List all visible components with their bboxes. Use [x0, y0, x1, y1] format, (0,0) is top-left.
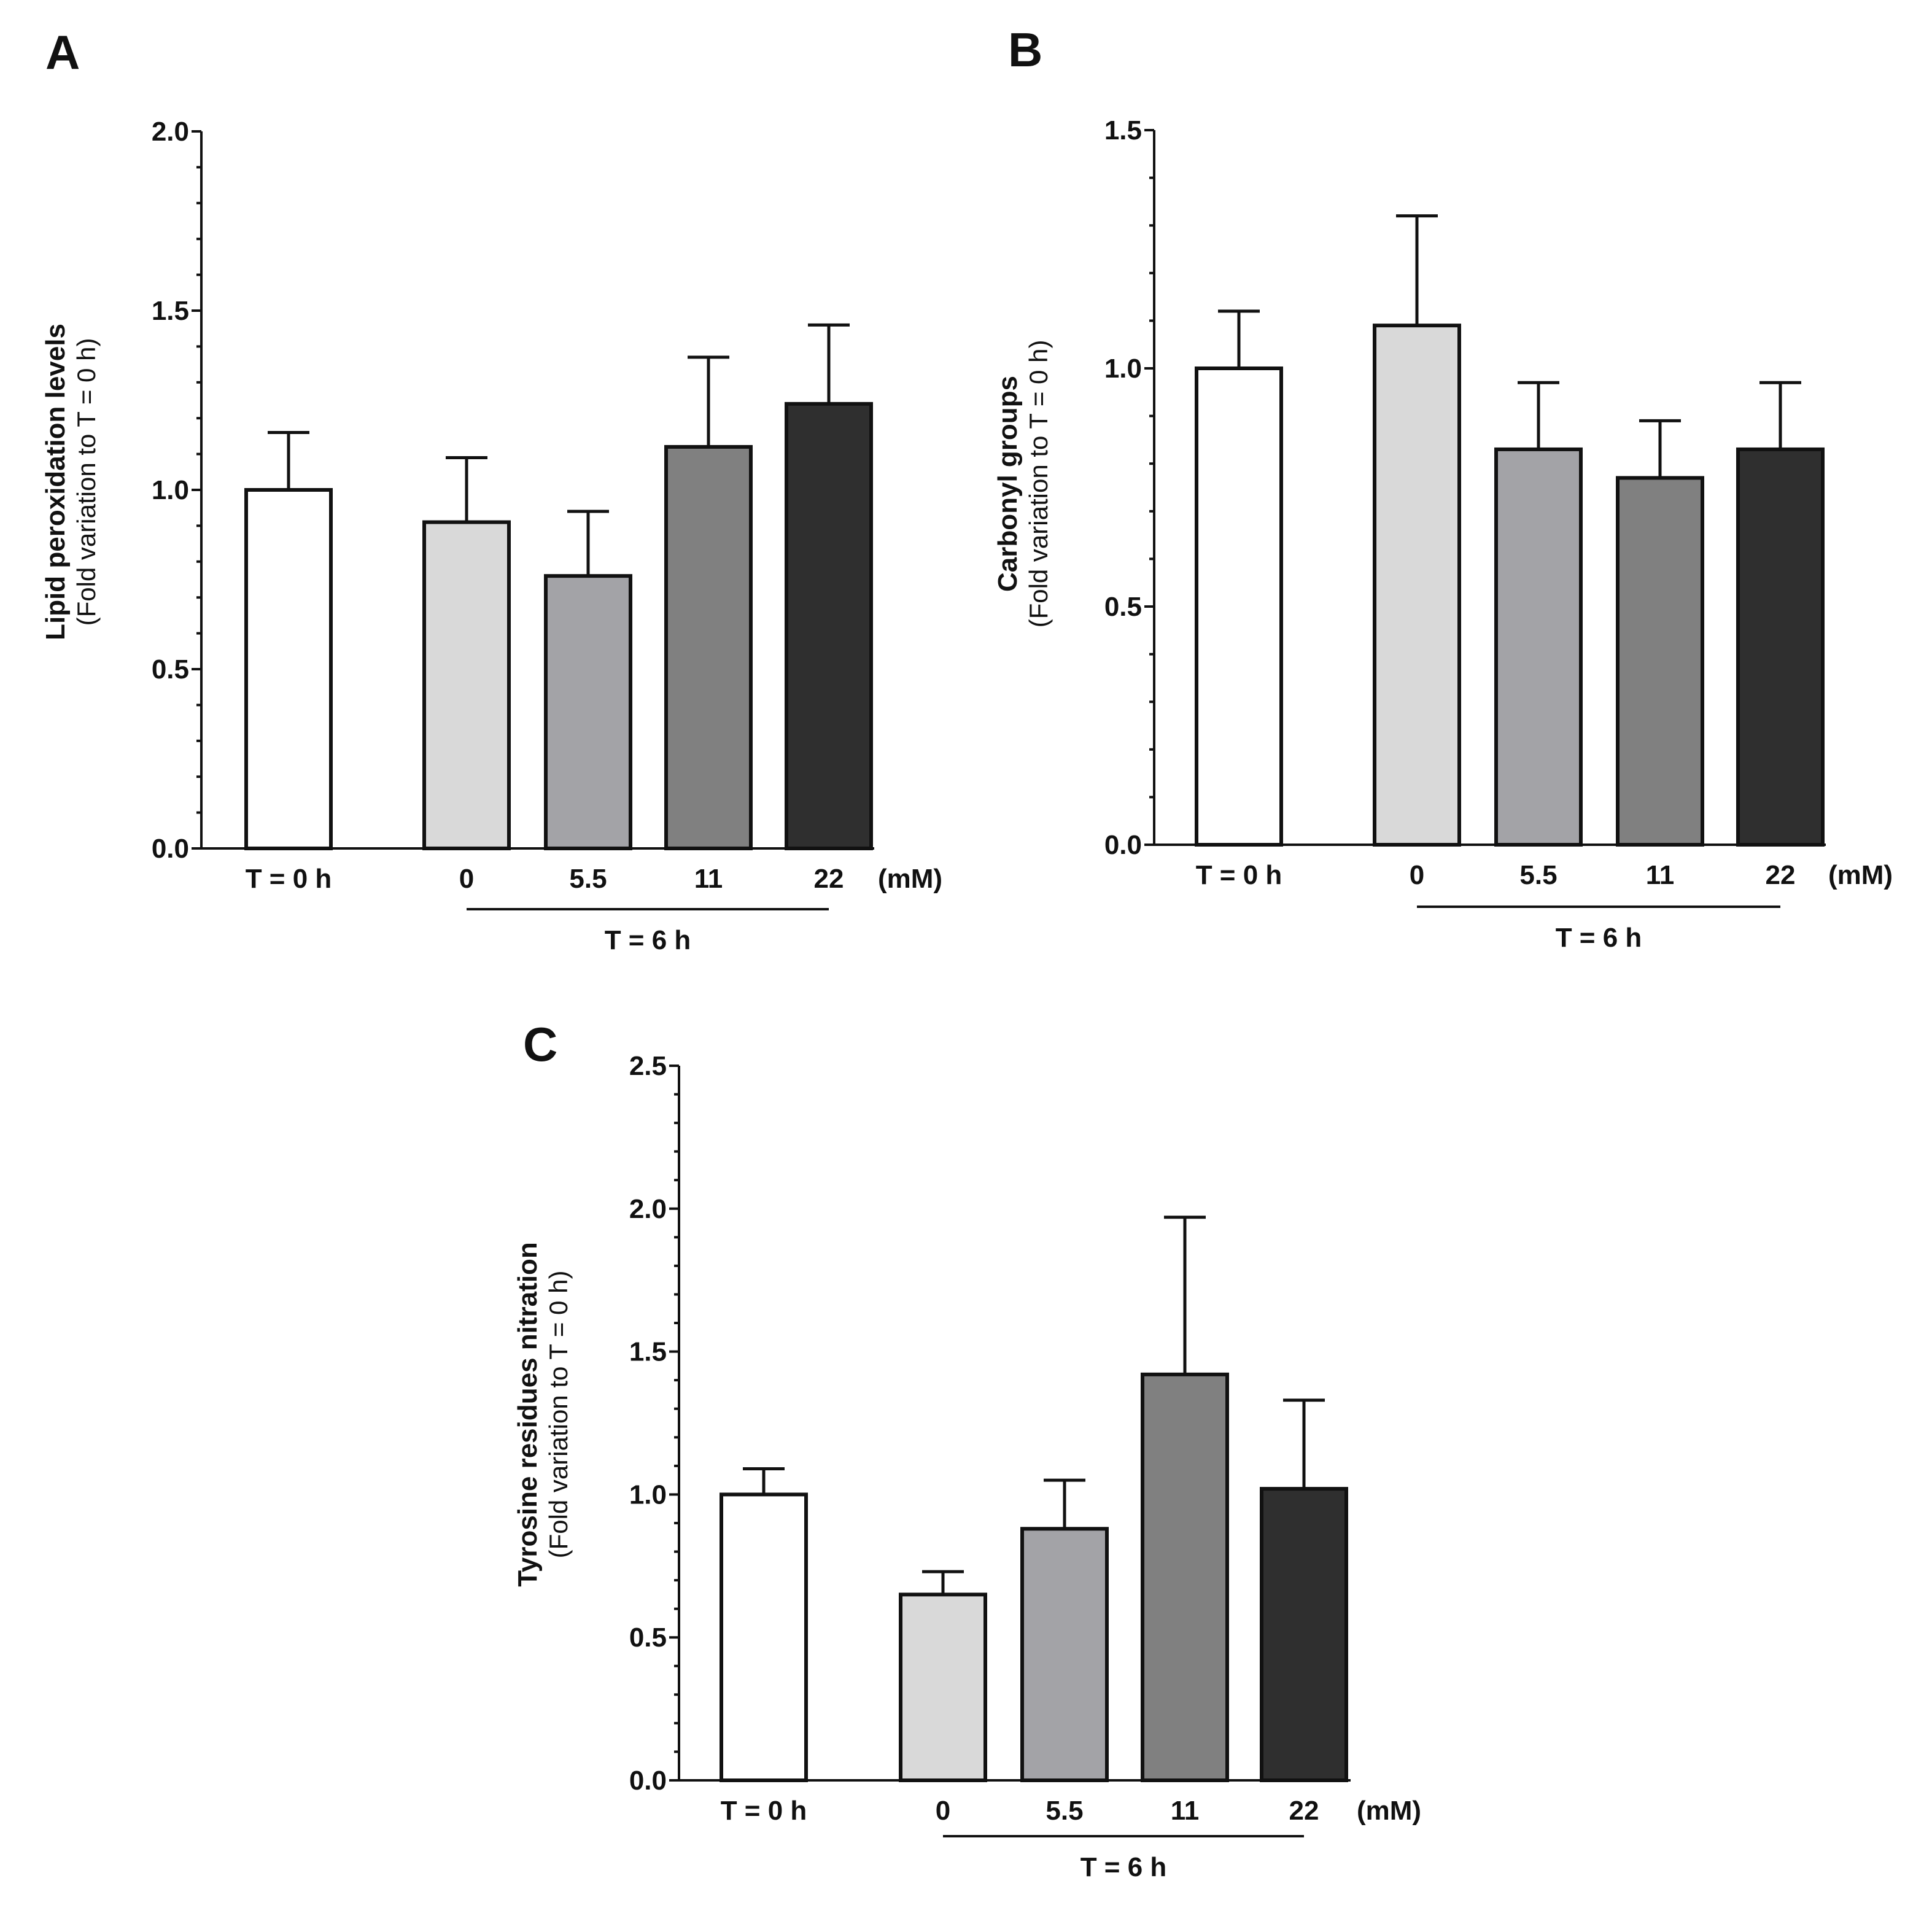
- panel-c-y-label: Tyrosine residues nitration (Fold variat…: [513, 1242, 573, 1587]
- panel-c-x-tick-label: T = 0 h: [721, 1796, 807, 1826]
- panel-b-group-label: T = 6 h: [1556, 923, 1642, 953]
- panel-b-x-tick-label: 5.5: [1519, 860, 1557, 890]
- panel-a-x-labels: T = 0 h 0 5.5 11 22: [246, 864, 844, 894]
- panel-c-x-tick-label: 11: [1171, 1796, 1200, 1826]
- panel-a-axes: [200, 131, 874, 850]
- panel-a-y-ticks: 0.0 0.5 1.0 1.5 2.0: [152, 117, 201, 864]
- panel-c-letter: C: [523, 1017, 557, 1071]
- panel-a-bar: [785, 401, 873, 850]
- panel-b-bar: [1373, 324, 1461, 847]
- panel-a-y-tick-label: 1.5: [152, 296, 189, 326]
- panel-a-x-tick-label: T = 0 h: [246, 864, 332, 894]
- panel-a-y-label-subtitle: (Fold variation to T = 0 h): [72, 338, 101, 626]
- panel-b-x-labels: T = 0 h 0 5.5 11 22: [1196, 860, 1796, 890]
- panel-b-error-bars: [1218, 214, 1801, 478]
- panel-b-y-label-subtitle: (Fold variation to T = 0 h): [1024, 340, 1053, 628]
- panel-b-x-tick-label: 22: [1766, 860, 1796, 890]
- panel-c-x-labels: T = 0 h 0 5.5 11 22: [721, 1796, 1319, 1826]
- panel-a-bar: [544, 574, 632, 850]
- panel-b-y-label-title: Carbonyl groups: [993, 376, 1023, 592]
- panel-c-y-tick-label: 1.5: [629, 1337, 667, 1367]
- panel-c-y-tick-label: 0.5: [629, 1623, 667, 1653]
- panel-a-bars: [244, 401, 873, 850]
- panel-a-y-label-title: Lipid peroxidation levels: [41, 324, 71, 640]
- panel-c-y-tick-label: 2.0: [629, 1194, 667, 1224]
- panel-c: C Tyrosine residues nitration (Fold vari…: [513, 1017, 1421, 1882]
- panel-c-unit-label: (mM): [1357, 1796, 1421, 1826]
- panel-c-bar: [1260, 1487, 1348, 1782]
- panel-a-x-tick-label: 22: [814, 864, 844, 894]
- panel-a-y-tick-label: 2.0: [152, 117, 189, 147]
- panel-b-axes: [1153, 130, 1826, 846]
- panel-b-x-tick-label: 11: [1646, 860, 1675, 890]
- panel-b-bar: [1494, 447, 1583, 847]
- panel-a-error-bars: [268, 323, 850, 576]
- panel-b-y-tick-label: 1.0: [1104, 354, 1142, 384]
- panel-c-bar: [899, 1592, 987, 1783]
- panel-b-y-label: Carbonyl groups (Fold variation to T = 0…: [993, 340, 1053, 628]
- panel-c-group-label: T = 6 h: [1080, 1852, 1167, 1882]
- panel-b-bar: [1736, 447, 1825, 847]
- panel-c-y-label-subtitle: (Fold variation to T = 0 h): [544, 1271, 573, 1559]
- panel-b-bar: [1195, 367, 1283, 847]
- panel-b-y-tick-label: 0.5: [1104, 592, 1142, 622]
- panel-b-x-tick-label: T = 0 h: [1196, 860, 1282, 890]
- panel-c-y-tick-label: 1.0: [629, 1480, 667, 1510]
- panel-c-bar: [1141, 1372, 1229, 1782]
- panel-a-x-tick-label: 11: [694, 864, 723, 894]
- panel-c-y-tick-label: 2.5: [629, 1051, 667, 1081]
- panel-c-y-label-title: Tyrosine residues nitration: [513, 1242, 543, 1587]
- panel-c-x-tick-label: 22: [1289, 1796, 1319, 1826]
- panel-a-bar: [422, 520, 511, 850]
- panel-a-bar: [244, 488, 333, 850]
- panel-a-bar: [664, 444, 753, 850]
- panel-b-y-tick-label: 0.0: [1104, 830, 1142, 860]
- panel-b-letter: B: [1008, 23, 1042, 77]
- panel-c-bar: [720, 1492, 808, 1782]
- panel-a-y-tick-label: 0.5: [152, 654, 189, 685]
- panel-a-letter: A: [45, 25, 80, 79]
- panel-c-x-tick-label: 0: [936, 1796, 950, 1826]
- panel-a-unit-label: (mM): [878, 864, 942, 894]
- panel-a-x-tick-label: 5.5: [569, 864, 607, 894]
- panel-b-y-tick-label: 1.5: [1104, 115, 1142, 145]
- panel-b: B Carbonyl groups (Fold variation to T =…: [993, 23, 1893, 953]
- panel-a-y-tick-label: 0.0: [152, 834, 189, 864]
- panel-c-bars: [720, 1372, 1348, 1783]
- panel-a-x-tick-label: 0: [459, 864, 474, 894]
- panel-c-bar: [1020, 1527, 1109, 1782]
- panel-a: A Lipid peroxidation levels (Fold variat…: [41, 25, 942, 955]
- panel-b-y-ticks: 0.0 0.5 1.0 1.5: [1104, 115, 1154, 860]
- panel-c-y-ticks: 0.0 0.5 1.0 1.5 2.0 2.5: [629, 1051, 679, 1796]
- panel-c-x-tick-label: 5.5: [1046, 1796, 1083, 1826]
- panel-a-y-label: Lipid peroxidation levels (Fold variatio…: [41, 324, 101, 640]
- panel-a-y-tick-label: 1.0: [152, 475, 189, 505]
- panel-c-error-bars: [743, 1216, 1325, 1595]
- panel-b-x-tick-label: 0: [1410, 860, 1424, 890]
- panel-b-bars: [1195, 324, 1825, 847]
- panel-c-y-tick-label: 0.0: [629, 1766, 667, 1796]
- panel-b-unit-label: (mM): [1828, 860, 1893, 890]
- panel-b-bar: [1616, 476, 1704, 847]
- panel-a-group-label: T = 6 h: [605, 925, 691, 955]
- panel-c-axes: [678, 1066, 1351, 1782]
